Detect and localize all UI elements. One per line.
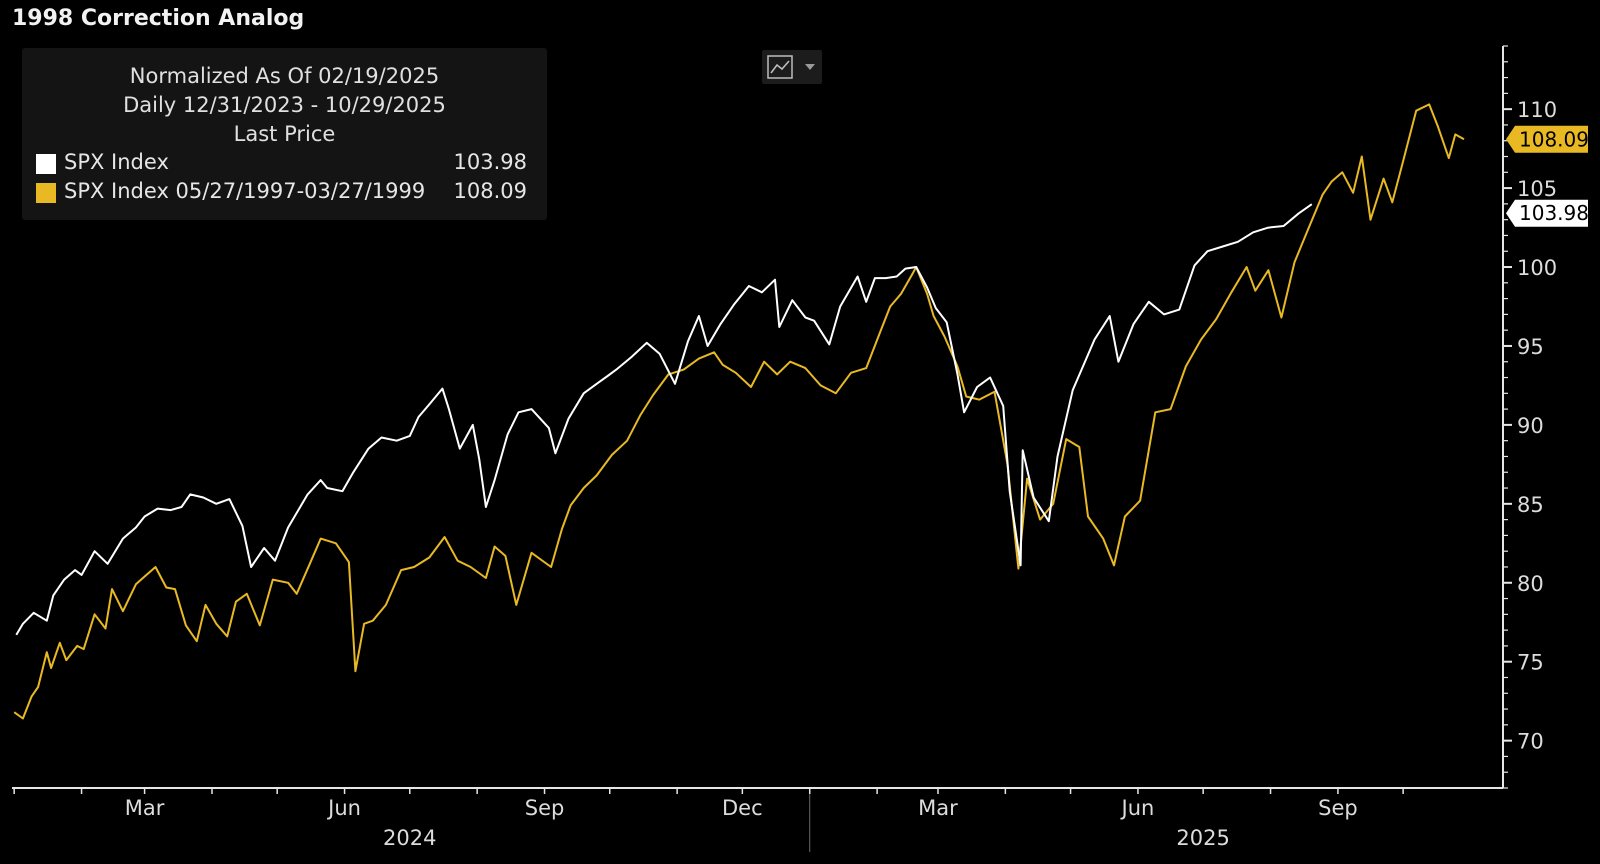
x-tick-label: Sep	[1318, 796, 1358, 820]
line-chart-icon	[767, 55, 793, 79]
series-line-spx-1998	[13, 103, 1465, 720]
last-value-flag-spx-1998: 108.09	[1506, 125, 1589, 153]
legend-name-spx: SPX Index	[64, 150, 169, 174]
last-value-flag-spx: 103.98	[1506, 199, 1589, 227]
y-tick-label: 95	[1517, 335, 1544, 359]
y-tick-label: 75	[1517, 651, 1544, 675]
legend-date-range: Daily 12/31/2023 - 10/29/2025	[123, 93, 446, 117]
x-tick-label: Sep	[525, 796, 565, 820]
legend-field-label: Last Price	[233, 122, 336, 146]
legend-swatch-spx	[36, 154, 56, 174]
x-tick-label: Mar	[125, 796, 165, 820]
legend-value-spx: 103.98	[453, 150, 527, 174]
y-axis: 70 75 80 85 90 95 100 105 110	[1502, 45, 1557, 789]
legend-box: Normalized As Of 02/19/2025 Daily 12/31/…	[22, 48, 547, 220]
y-tick-label: 105	[1517, 177, 1557, 201]
y-tick-label: 110	[1517, 98, 1557, 122]
y-tick-label: 90	[1517, 414, 1544, 438]
x-tick-label: Jun	[1120, 796, 1155, 820]
legend-swatch-spx-1998	[36, 183, 56, 203]
legend-entry-spx-1998[interactable]: SPX Index 05/27/1997-03/27/1999 108.09	[36, 179, 556, 205]
legend-entry-spx[interactable]: SPX Index 103.98	[36, 150, 556, 176]
legend-value-spx-1998: 108.09	[453, 179, 527, 203]
flag-shape	[1506, 125, 1588, 153]
chart-title: 1998 Correction Analog	[12, 6, 305, 31]
x-year-label: 2025	[1176, 826, 1229, 850]
y-tick-label: 80	[1517, 572, 1544, 596]
y-tick-label: 100	[1517, 256, 1557, 280]
series-line-spx	[15, 203, 1313, 636]
y-tick-label: 85	[1517, 493, 1544, 517]
legend-name-spx-1998: SPX Index 05/27/1997-03/27/1999	[64, 179, 426, 203]
legend-normalized-label: Normalized As Of 02/19/2025	[129, 64, 440, 88]
flag-label: 103.98	[1519, 201, 1589, 225]
x-tick-label: Dec	[722, 796, 763, 820]
last-value-flags: 108.09 103.98	[1506, 125, 1589, 227]
series-layer	[13, 103, 1465, 720]
flag-label: 108.09	[1519, 127, 1589, 151]
chart-type-button[interactable]	[762, 50, 822, 84]
flag-shape	[1506, 199, 1588, 227]
x-axis: Mar Jun Sep Dec Mar Jun Sep 2024 2025	[12, 787, 1503, 852]
x-tick-label: Jun	[326, 796, 361, 820]
caret-down-icon[interactable]	[802, 50, 818, 84]
y-tick-label: 70	[1517, 730, 1544, 754]
x-tick-label: Mar	[918, 796, 958, 820]
x-year-label: 2024	[383, 826, 436, 850]
